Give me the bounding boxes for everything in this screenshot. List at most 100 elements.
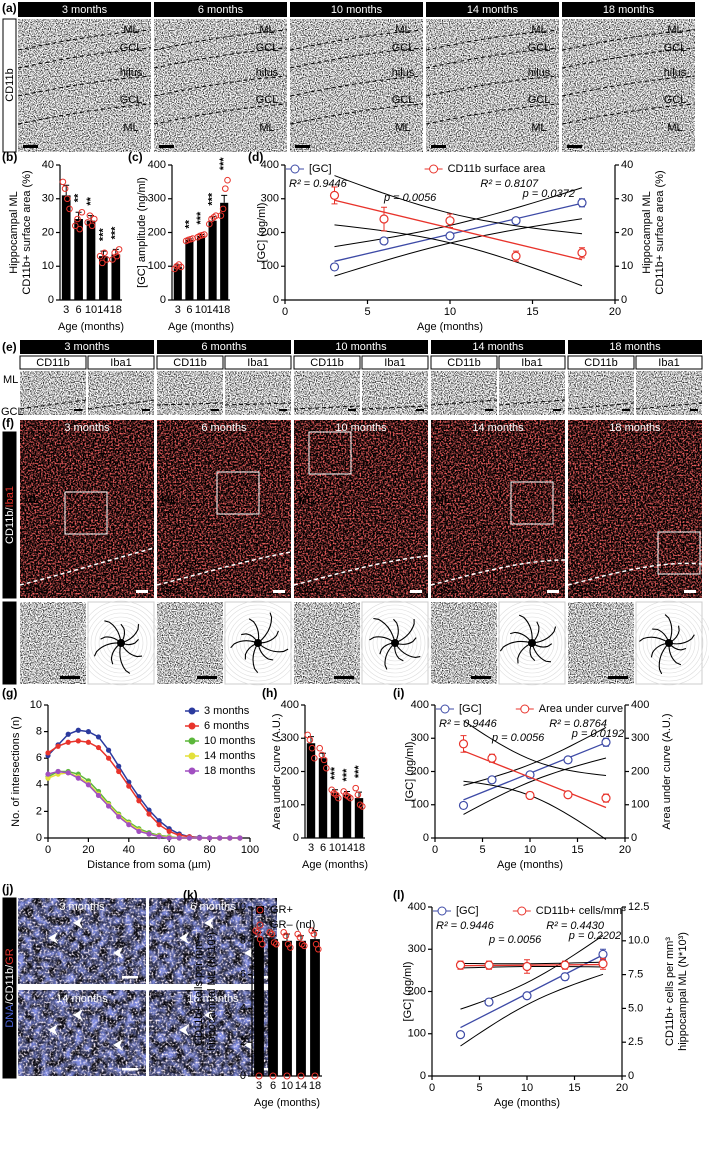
region-label: ML bbox=[572, 494, 587, 506]
data-point bbox=[196, 835, 203, 841]
y-tick-label: 4 bbox=[240, 1002, 246, 1014]
y-tick-label: 10 bbox=[234, 901, 246, 913]
panel-letter: (g) bbox=[2, 686, 17, 700]
legend-label: GR+ bbox=[270, 904, 293, 916]
x-tick-label: 15 bbox=[526, 306, 538, 318]
x-tick-label: 80 bbox=[203, 844, 215, 856]
data-point bbox=[315, 945, 322, 953]
x-tick-label: 0 bbox=[429, 1082, 435, 1094]
sholl-ring bbox=[223, 608, 293, 678]
micrograph bbox=[157, 420, 291, 598]
y2-tick-label: 30 bbox=[621, 193, 633, 205]
stain-label: Iba1 bbox=[247, 357, 268, 369]
y2-tick-label: 0 bbox=[621, 294, 627, 306]
confidence-band bbox=[463, 780, 607, 840]
sholl-ring bbox=[650, 624, 688, 662]
error-bar bbox=[221, 194, 228, 203]
process bbox=[379, 642, 396, 655]
regression-line bbox=[334, 199, 583, 261]
x-tick-label: 0 bbox=[45, 844, 51, 856]
x-tick-label: 0 bbox=[432, 844, 438, 856]
region-label: ML bbox=[24, 494, 39, 506]
legend-label: 3 months bbox=[204, 705, 250, 717]
y2-axis-label: CD11b+ surface area (%) bbox=[654, 170, 666, 294]
stain-box bbox=[224, 355, 292, 370]
layer-boundary bbox=[156, 551, 292, 586]
process bbox=[93, 642, 122, 657]
legend-label: 14 months bbox=[204, 750, 256, 762]
significance: ** bbox=[73, 193, 85, 202]
panel-letter: (e) bbox=[2, 340, 17, 354]
series-line bbox=[47, 772, 240, 839]
confidence-band bbox=[334, 218, 583, 277]
stain-box bbox=[87, 355, 155, 370]
y-tick-label: 400 bbox=[411, 699, 429, 711]
y2-axis-label: hippocampal ML (N*10³) bbox=[677, 932, 689, 1051]
data-point bbox=[75, 727, 81, 733]
bar bbox=[330, 793, 340, 838]
data-point bbox=[116, 814, 122, 820]
header-box bbox=[562, 2, 695, 17]
y-tick-label: 10 bbox=[30, 699, 42, 711]
y-tick-label: 400 bbox=[408, 901, 426, 913]
sholl-ring bbox=[626, 600, 709, 686]
error-bar bbox=[75, 211, 82, 219]
image-texture bbox=[18, 990, 146, 1076]
data-point bbox=[379, 214, 389, 224]
data-point bbox=[111, 249, 118, 257]
process bbox=[531, 642, 552, 663]
data-point bbox=[106, 747, 112, 753]
legend-marker bbox=[440, 704, 450, 714]
legend-marker bbox=[188, 752, 196, 760]
image-texture bbox=[362, 371, 428, 415]
process bbox=[668, 634, 695, 645]
legend-label: 10 months bbox=[204, 735, 256, 747]
bar bbox=[306, 743, 316, 838]
layer-boundary bbox=[567, 562, 703, 586]
process bbox=[257, 630, 279, 644]
micrograph bbox=[294, 371, 360, 415]
region-label: GCL bbox=[528, 42, 551, 54]
x-tick-label: 10 bbox=[281, 1080, 293, 1092]
y-tick-label: 400 bbox=[281, 699, 299, 711]
scale-bar bbox=[334, 676, 354, 679]
data-point bbox=[166, 835, 172, 841]
layer-boundary bbox=[19, 547, 155, 586]
x-tick-label: 18 bbox=[309, 1080, 321, 1092]
scale-bar bbox=[279, 409, 287, 411]
process bbox=[257, 642, 289, 653]
sholl-ring bbox=[646, 620, 692, 666]
side-label-box bbox=[2, 897, 17, 1079]
data-point bbox=[268, 930, 276, 938]
process bbox=[658, 642, 670, 675]
month-header: 18 months bbox=[609, 422, 661, 434]
process bbox=[248, 618, 260, 644]
region-label: GCL bbox=[298, 584, 321, 596]
region-label: hilus bbox=[664, 67, 687, 79]
stain-box bbox=[19, 355, 87, 370]
stat-r2: R² = 0.9446 bbox=[289, 178, 348, 190]
process bbox=[531, 621, 540, 644]
sholl-ring bbox=[634, 608, 704, 678]
data-point bbox=[217, 835, 223, 841]
y-axis-label: [GC] (ng/ml) bbox=[404, 742, 416, 802]
bar bbox=[318, 758, 328, 838]
data-point bbox=[64, 195, 71, 203]
y-tick-label: 8 bbox=[36, 726, 42, 738]
data-point bbox=[484, 960, 494, 970]
region-label: GCL bbox=[120, 94, 143, 106]
bar bbox=[354, 798, 364, 838]
stain-label: Iba1 bbox=[658, 357, 679, 369]
stain-label: Iba1 bbox=[521, 357, 542, 369]
series-line bbox=[47, 770, 240, 839]
month-header: 10 months bbox=[335, 422, 387, 434]
x-tick-label: 5 bbox=[476, 1082, 482, 1094]
y-tick-label: 300 bbox=[408, 943, 426, 955]
stat-p: p = 0.0056 bbox=[491, 732, 545, 744]
panel-letter: (h) bbox=[262, 686, 277, 700]
stain-label: Iba1 bbox=[110, 357, 131, 369]
y-tick-label: 100 bbox=[281, 799, 299, 811]
scale-bar bbox=[74, 409, 82, 411]
micrograph bbox=[18, 19, 151, 152]
data-point bbox=[280, 929, 288, 936]
